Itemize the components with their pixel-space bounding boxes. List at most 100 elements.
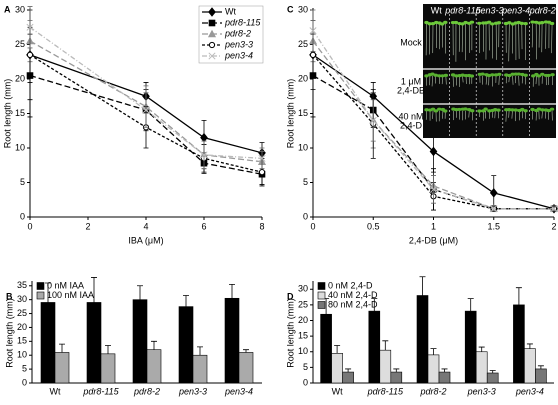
error-bar bbox=[393, 368, 400, 373]
y-tick-label: 30 bbox=[17, 294, 27, 304]
seedling-leaf bbox=[530, 20, 535, 24]
legend-label: 100 nM IAA bbox=[47, 290, 94, 300]
marker bbox=[208, 41, 216, 49]
marker bbox=[550, 205, 558, 213]
bar bbox=[320, 313, 332, 384]
panel-label: B bbox=[6, 291, 13, 301]
seedling-leaf bbox=[486, 73, 492, 78]
marker bbox=[208, 19, 216, 27]
y-tick-label: 25 bbox=[298, 39, 308, 49]
seedling-leaf bbox=[513, 108, 518, 112]
x-tick-label: 2 bbox=[85, 221, 90, 231]
seedling-leaf bbox=[506, 108, 512, 112]
x-tick-label: Wt bbox=[50, 386, 61, 396]
y-tick-label: 30 bbox=[298, 4, 308, 14]
seedling-leaf bbox=[536, 107, 542, 111]
bar bbox=[146, 349, 162, 384]
seedling-leaf bbox=[530, 107, 535, 112]
error-bar bbox=[478, 346, 485, 352]
error-bar bbox=[229, 283, 235, 299]
inset-column-label: pen3-4 bbox=[501, 5, 530, 15]
seedling-leaf bbox=[486, 20, 492, 24]
marker bbox=[208, 52, 216, 60]
inset-column-label: pdr8-115 bbox=[444, 5, 481, 15]
error-bar bbox=[526, 343, 533, 349]
panel-label: C bbox=[287, 4, 294, 14]
seedling-leaf bbox=[469, 20, 475, 24]
seedling-leaf bbox=[440, 74, 445, 78]
x-axis-label: 2,4-DB (μM) bbox=[409, 235, 458, 245]
x-tick-label: 0.5 bbox=[367, 221, 380, 231]
bar bbox=[178, 306, 194, 384]
y-tick-label: 0 bbox=[303, 211, 308, 221]
x-tick-label: 6 bbox=[201, 221, 206, 231]
x-tick-label: 0 bbox=[27, 221, 32, 231]
error-bar bbox=[45, 282, 51, 303]
seedling-leaf bbox=[427, 22, 432, 26]
bar bbox=[132, 299, 148, 384]
error-bar bbox=[419, 276, 426, 296]
seedling-leaf bbox=[477, 21, 482, 25]
marker bbox=[309, 51, 317, 58]
marker bbox=[258, 154, 266, 162]
bar bbox=[238, 352, 254, 384]
series-line bbox=[29, 74, 263, 175]
y-axis-label: Root length (mm) bbox=[2, 79, 12, 149]
x-tick-label: pen3-4 bbox=[224, 386, 253, 396]
x-tick-label: 4 bbox=[143, 221, 148, 231]
seedling-leaf bbox=[523, 109, 528, 113]
x-tick-label: Wt bbox=[332, 386, 343, 396]
x-tick-label: pdr8-115 bbox=[82, 386, 119, 396]
bar bbox=[368, 310, 381, 384]
bar bbox=[342, 371, 354, 384]
error-bar bbox=[137, 285, 143, 300]
bar bbox=[427, 354, 440, 384]
x-tick-label: 1 bbox=[431, 221, 436, 231]
legend-swatch bbox=[317, 291, 326, 300]
marker bbox=[26, 23, 34, 31]
error-bar bbox=[151, 340, 157, 350]
bar bbox=[486, 372, 499, 384]
seedling-leaf bbox=[443, 20, 448, 24]
seedling-leaf bbox=[443, 73, 449, 77]
seedling-leaf bbox=[480, 72, 485, 76]
marker bbox=[142, 106, 150, 114]
seedling-leaf bbox=[510, 72, 515, 76]
panel-label: D bbox=[287, 291, 294, 301]
marker bbox=[258, 169, 266, 176]
y-tick-label: 5 bbox=[22, 363, 27, 373]
seedling-leaf bbox=[433, 73, 438, 77]
inset-row-label: 2,4-D bbox=[400, 120, 423, 130]
inset-row-label: 40 nM bbox=[398, 111, 423, 121]
seedling-leaf bbox=[546, 73, 551, 78]
y-tick-label: 15 bbox=[298, 331, 308, 341]
series-line bbox=[29, 26, 263, 159]
y-tick-label: 0 bbox=[20, 211, 25, 221]
x-tick-label: 2 bbox=[551, 221, 556, 231]
seedling-leaf bbox=[460, 73, 465, 77]
seedling-leaf bbox=[531, 74, 536, 78]
inset-column-label: pen3-3 bbox=[474, 5, 503, 15]
error-bar bbox=[91, 277, 97, 303]
seedling-leaf bbox=[546, 108, 552, 113]
error-bar bbox=[430, 348, 437, 355]
y-tick-label: 30 bbox=[15, 4, 25, 14]
y-tick-label: 10 bbox=[15, 142, 25, 152]
y-tick-label: 0 bbox=[22, 377, 27, 387]
x-tick-label: pen3-3 bbox=[178, 386, 207, 396]
y-tick-label: 20 bbox=[298, 315, 308, 325]
seedling-leaf bbox=[483, 107, 488, 111]
inset-row-label: 2,4-DB bbox=[397, 85, 425, 95]
seedling-leaf bbox=[549, 107, 555, 111]
error-bar bbox=[345, 368, 352, 373]
y-tick-label: 25 bbox=[15, 39, 25, 49]
seedling-leaf bbox=[550, 73, 555, 77]
error-bar bbox=[183, 295, 189, 307]
error-bar bbox=[243, 349, 249, 353]
y-tick-label: 15 bbox=[17, 336, 27, 346]
marker bbox=[200, 151, 208, 159]
bar bbox=[438, 371, 451, 384]
error-bar bbox=[59, 343, 65, 353]
marker bbox=[309, 27, 317, 35]
